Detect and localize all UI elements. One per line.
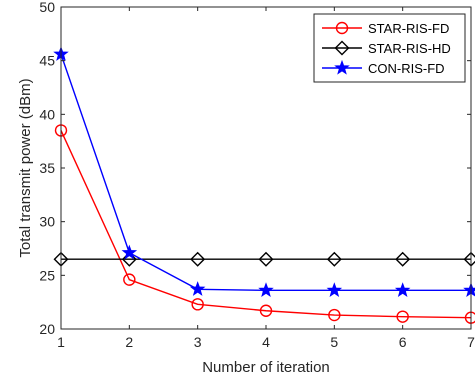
legend-item: STAR-RIS-FD [322,21,449,36]
y-tick-label: 35 [39,160,55,176]
y-tick-label: 50 [39,0,55,15]
legend-marker [334,40,350,56]
x-tick-label: 7 [467,334,475,350]
x-tick-label: 2 [125,334,133,350]
legend-item: CON-RIS-FD [322,59,445,76]
x-axis-label: Number of iteration [202,359,330,376]
legend-label: STAR-RIS-FD [368,21,449,36]
data-point [396,310,409,323]
legend-marker [335,21,349,35]
y-tick-label: 20 [39,321,55,337]
y-tick-label: 40 [39,106,55,122]
data-point [326,251,342,267]
x-tick-label: 4 [262,334,270,350]
data-point [259,304,273,317]
legend: STAR-RIS-FD STAR-RIS-HD CON-RIS-FD [313,13,466,83]
data-point [258,251,274,267]
x-tick-label: 5 [330,334,338,350]
x-tick-label: 3 [194,334,202,350]
data-point [121,251,137,267]
legend-item: STAR-RIS-HD [322,40,451,56]
data-point [394,282,411,297]
x-tick-label: 1 [57,334,65,350]
y-tick-label: 45 [39,53,55,69]
data-point [328,308,341,322]
legend-marker [334,59,350,75]
data-point [189,281,206,296]
data-point [326,282,343,297]
legend-label: STAR-RIS-HD [368,41,451,56]
data-point [190,251,206,267]
data-point [395,251,411,267]
data-point [191,298,204,311]
legend-label: CON-RIS-FD [368,61,445,76]
data-point [121,244,138,260]
y-tick-label: 25 [39,267,55,283]
x-tick-label: 6 [399,334,407,350]
data-point [123,273,136,286]
y-tick-label: 30 [39,214,55,230]
y-axis-label: Total transmit power (dBm) [17,78,34,257]
series-line [60,130,472,319]
data-point [258,282,274,297]
